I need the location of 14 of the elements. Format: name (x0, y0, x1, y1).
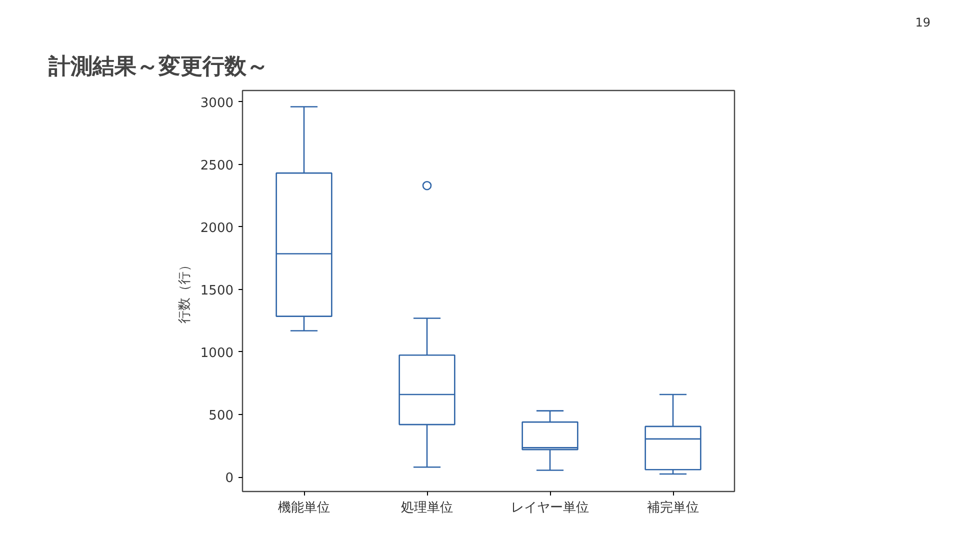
y-tick-label: 2500 (200, 158, 234, 174)
x-tick-label: 機能単位 (278, 500, 330, 516)
text: 19 (915, 16, 931, 30)
chart-title: 計測結果～変更行数～ (48, 54, 268, 80)
y-tick-label: 3000 (200, 96, 234, 111)
y-tick-label: 1500 (200, 283, 234, 298)
y-tick-label: 0 (225, 471, 234, 486)
x-tick-label: 補完単位 (647, 500, 699, 516)
y-tick-label: 500 (208, 408, 234, 424)
y-tick-label: 2000 (200, 220, 234, 236)
x-tick-label: レイヤー単位 (511, 500, 589, 516)
x-tick-label: 処理単位 (401, 500, 453, 516)
y-tick-label: 1000 (200, 346, 234, 361)
y-axis-title: 行数（行） (177, 258, 192, 324)
